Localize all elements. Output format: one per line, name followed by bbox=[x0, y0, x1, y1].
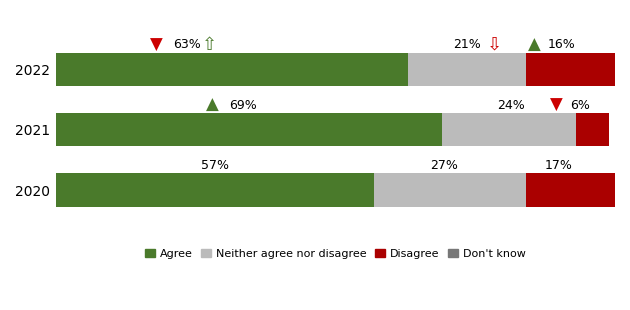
Bar bbox=[525, 53, 615, 86]
Text: 27%: 27% bbox=[430, 159, 459, 172]
Text: 63%: 63% bbox=[173, 38, 201, 51]
Text: 24%: 24% bbox=[498, 99, 525, 112]
Text: ▲: ▲ bbox=[527, 36, 541, 54]
Bar bbox=[55, 53, 408, 86]
Text: ▲: ▲ bbox=[206, 96, 219, 114]
Text: ▼: ▼ bbox=[550, 96, 563, 114]
Bar bbox=[55, 173, 374, 207]
Text: ▼: ▼ bbox=[150, 36, 163, 54]
Text: 21%: 21% bbox=[453, 38, 481, 51]
Text: 16%: 16% bbox=[548, 38, 576, 51]
Bar bbox=[576, 113, 609, 146]
Bar bbox=[442, 113, 576, 146]
Bar bbox=[55, 113, 442, 146]
Text: 57%: 57% bbox=[201, 159, 229, 172]
Bar bbox=[374, 173, 525, 207]
Legend: Agree, Neither agree nor disagree, Disagree, Don't know: Agree, Neither agree nor disagree, Disag… bbox=[140, 245, 530, 264]
Text: 69%: 69% bbox=[229, 99, 257, 112]
Text: 17%: 17% bbox=[545, 159, 573, 172]
Text: 6%: 6% bbox=[570, 99, 590, 112]
Text: ⇧: ⇧ bbox=[202, 36, 217, 54]
Bar bbox=[408, 53, 525, 86]
Bar bbox=[525, 173, 621, 207]
Text: ⇩: ⇩ bbox=[487, 36, 502, 54]
